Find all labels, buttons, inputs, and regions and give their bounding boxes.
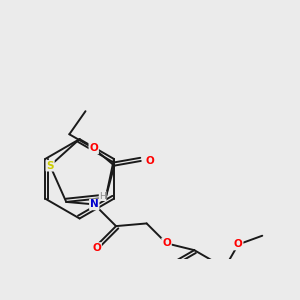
Text: N: N [90,200,99,209]
Text: H: H [99,192,106,201]
Text: O: O [92,243,101,253]
Text: S: S [46,161,54,171]
Text: O: O [146,156,155,166]
Text: O: O [162,238,171,248]
Text: O: O [89,143,98,153]
Text: O: O [234,239,243,250]
